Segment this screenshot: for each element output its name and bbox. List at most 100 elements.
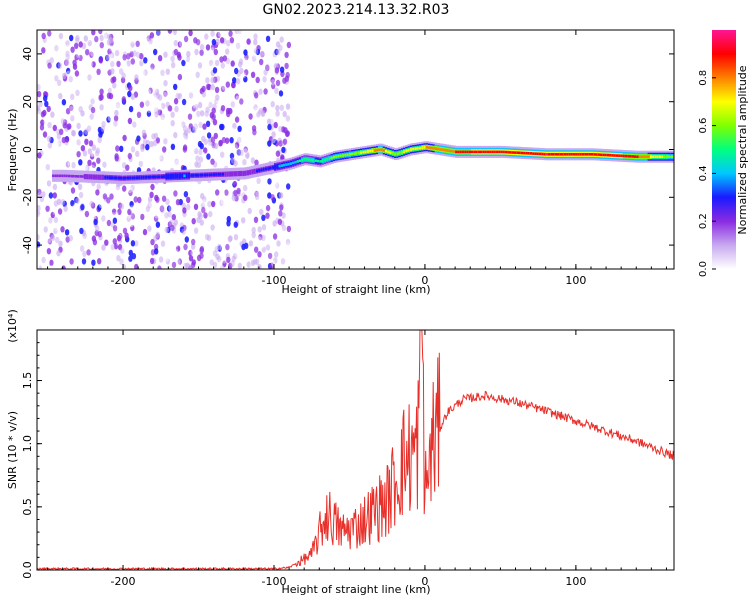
noise-speck [201,206,206,214]
noise-speck [193,203,199,210]
noise-speck [56,133,62,140]
noise-speck [128,255,133,262]
noise-speck [207,253,212,260]
noise-speck [232,180,238,188]
noise-speck [67,158,72,165]
ridge-cell [634,155,637,158]
ridge-cell [668,155,671,158]
noise-speck [182,54,188,61]
noise-speck [255,48,261,56]
noise-speck [246,200,252,207]
noise-speck [225,149,230,156]
noise-speck [156,30,161,36]
ridge-cell [138,176,142,179]
noise-speck [100,166,105,173]
noise-speck [201,91,207,98]
ridge-cell [613,154,617,157]
ridge-cell [58,174,62,178]
noise-speck [40,164,45,171]
ridge-cell [595,153,599,156]
noise-speck [194,48,199,56]
noise-speck [265,212,270,219]
noise-speck [76,139,81,146]
ridge-cell [249,171,253,174]
noise-speck [270,79,276,86]
noise-speck [244,69,249,76]
noise-speck [63,223,69,230]
noise-speck [267,140,272,147]
noise-speck [54,75,59,82]
noise-speck [206,153,211,160]
noise-speck [85,49,90,56]
y-tick-label: -40 [21,236,34,254]
noise-speck [157,153,162,161]
ridge-cell [591,153,594,156]
noise-speck [182,146,188,153]
noise-speck [38,233,43,240]
ridge-cell [117,176,121,180]
noise-speck [247,207,252,215]
noise-speck [229,137,234,144]
noise-speck [58,32,64,40]
noise-speck [188,265,193,269]
noise-speck [106,39,112,46]
ridge-cell [480,150,483,154]
noise-speck [138,160,143,168]
noise-speck [112,60,118,67]
noise-speck [177,54,182,61]
ridge-cell [468,150,472,154]
noise-speck [266,118,272,125]
noise-speck [80,110,85,117]
noise-speck [197,62,203,69]
noise-speck [39,124,45,131]
noise-speck [286,139,291,146]
noise-speck [121,105,127,112]
noise-speck [274,178,279,185]
noise-speck [238,136,243,143]
ridge-cell [326,158,330,161]
ridge-cell [122,176,126,180]
noise-speck [195,71,200,79]
ridge-cell [432,147,436,150]
noise-speck [173,190,178,197]
ridge-cell [541,152,545,156]
noise-speck [87,74,92,81]
noise-speck [182,207,187,214]
ridge-cell [514,151,517,154]
ridge-cell [120,176,123,180]
noise-speck [220,224,225,232]
noise-speck [232,209,238,216]
noise-speck [221,83,226,91]
noise-speck [75,89,80,97]
noise-speck [49,265,54,269]
ridge-cell [224,172,228,176]
ridge-cell [550,153,554,156]
noise-speck [236,30,241,36]
noise-speck [122,244,127,251]
noise-speck [237,125,242,132]
ridge-cell [572,153,576,156]
noise-speck [87,215,92,222]
noise-speck [45,199,50,206]
ridge-cell [563,153,567,156]
noise-speck [233,144,238,151]
ridge-cell [255,169,259,173]
noise-speck [235,250,240,257]
noise-speck [98,201,104,209]
noise-speck [273,121,278,129]
noise-speck [96,157,101,164]
ridge-cell [658,155,662,158]
ridge-cell [382,149,386,152]
noise-speck [149,67,154,74]
y-tick-label: 0 [21,146,34,153]
noise-speck [177,93,183,100]
noise-speck [179,226,185,233]
noise-speck [127,208,132,216]
noise-speck [147,155,152,163]
noise-speck [246,139,251,147]
noise-speck [70,46,75,53]
noise-speck [108,45,114,52]
noise-speck [254,193,260,200]
ridge-cell [557,153,560,156]
noise-speck [64,136,70,143]
